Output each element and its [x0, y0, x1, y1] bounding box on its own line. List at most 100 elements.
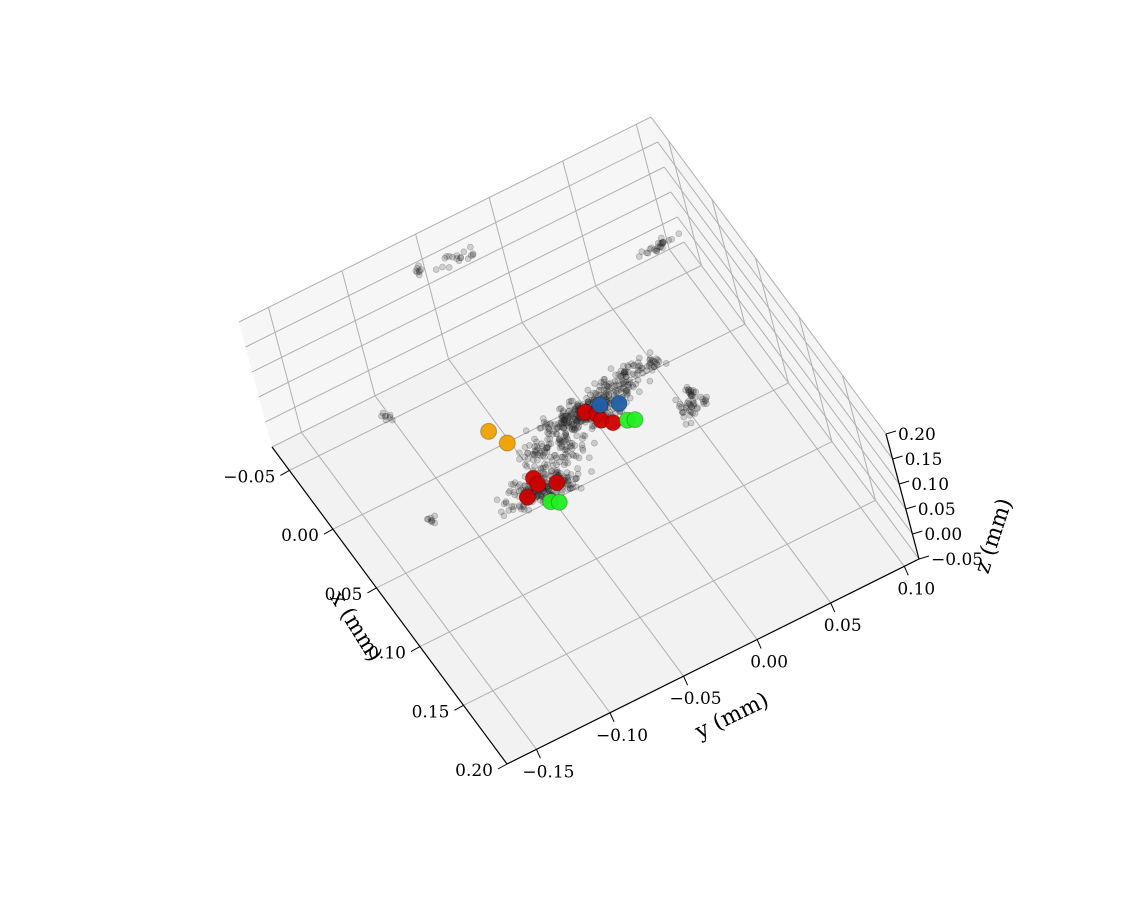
- z-grid-line: [258, 191, 672, 398]
- cloud-point: [578, 441, 586, 449]
- cloud-point: [562, 437, 570, 445]
- highlighted-markers: [480, 395, 644, 511]
- cloud-point: [624, 389, 632, 396]
- z-tick-mark: [918, 555, 930, 560]
- cloud-point: [699, 395, 706, 403]
- cloud-point: [579, 447, 587, 454]
- cloud-point: [544, 424, 552, 431]
- cloud-point: [560, 416, 568, 423]
- cloud-point: [615, 382, 623, 389]
- cloud-point: [682, 404, 690, 412]
- cloud-point: [592, 390, 599, 397]
- cloud-point: [605, 383, 612, 391]
- cloud-point: [648, 356, 656, 364]
- cloud-point: [556, 435, 564, 442]
- cloud-point: [565, 413, 573, 421]
- cloud-point: [611, 377, 619, 385]
- cloud-point: [553, 430, 561, 438]
- cloud-point: [607, 365, 615, 373]
- cloud-point: [554, 423, 562, 431]
- cloud-point: [629, 381, 636, 389]
- cloud-point: [557, 437, 564, 445]
- cloud-point: [566, 481, 574, 489]
- cloud-point: [626, 376, 633, 384]
- cloud-point: [690, 387, 697, 394]
- cloud-point: [659, 238, 667, 246]
- cloud-point: [614, 388, 621, 395]
- cloud-point: [654, 243, 662, 251]
- cloud-point: [632, 380, 640, 388]
- cloud-point: [649, 357, 657, 365]
- x-grid-line: [754, 257, 789, 384]
- cloud-point: [584, 386, 592, 394]
- cloud-point: [617, 373, 625, 381]
- cloud-point: [514, 483, 522, 491]
- cloud-point: [534, 456, 541, 464]
- cloud-point: [579, 435, 586, 443]
- cloud-point: [378, 412, 385, 420]
- cloud-point: [684, 399, 691, 407]
- cloud-point: [573, 418, 581, 425]
- cloud-point: [630, 361, 638, 369]
- cloud-point: [613, 389, 620, 397]
- cloud-point: [686, 412, 694, 419]
- cloud-point: [592, 391, 600, 399]
- cloud-point: [605, 394, 613, 401]
- cloud-point: [634, 376, 642, 384]
- cloud-point: [634, 359, 642, 366]
- cloud-point: [543, 444, 550, 452]
- cloud-point: [651, 358, 659, 366]
- cloud-point: [545, 430, 553, 438]
- cloud-point: [537, 465, 545, 473]
- cloud-point: [658, 239, 666, 246]
- cloud-point: [542, 463, 549, 471]
- cloud-point: [611, 382, 619, 390]
- cloud-point: [650, 363, 658, 370]
- cloud-point: [650, 363, 658, 371]
- cloud-point: [685, 397, 692, 405]
- cloud-point: [562, 412, 570, 420]
- cloud-point: [633, 370, 641, 377]
- cloud-point: [555, 420, 562, 427]
- cloud-point: [566, 407, 573, 415]
- cloud-point: [545, 486, 552, 493]
- cloud-point: [543, 443, 551, 451]
- y-tick-mark: [756, 639, 762, 649]
- cloud-point: [564, 412, 572, 420]
- cloud-point: [570, 452, 578, 459]
- z-grid-line: [650, 116, 887, 435]
- cloud-point: [623, 387, 630, 394]
- cloud-point: [516, 455, 523, 463]
- cloud-point: [563, 419, 571, 427]
- cloud-point: [415, 262, 422, 270]
- cloud-point: [569, 484, 576, 492]
- cloud-point: [685, 386, 693, 394]
- cloud-point: [584, 398, 592, 405]
- cloud-point: [553, 425, 561, 432]
- cloud-point: [639, 369, 647, 377]
- cloud-point: [524, 449, 532, 457]
- blue-marker: [610, 395, 628, 412]
- cloud-point: [571, 406, 579, 413]
- cloud-point: [564, 414, 572, 422]
- x-tick-label: 0.00: [281, 526, 319, 546]
- cloud-point: [564, 436, 571, 443]
- y-tick-label: −0.10: [596, 726, 648, 746]
- cloud-point: [439, 263, 446, 271]
- cloud-point: [656, 243, 664, 251]
- cloud-point: [675, 402, 683, 410]
- cloud-point: [685, 388, 692, 395]
- cloud-point: [572, 475, 580, 483]
- cloud-point: [508, 503, 516, 510]
- cloud-point: [654, 239, 662, 247]
- cloud-point: [583, 394, 590, 402]
- cloud-point: [523, 463, 531, 470]
- z-tick-label: 0.00: [924, 525, 962, 545]
- cloud-point: [516, 503, 524, 511]
- cloud-point: [413, 264, 421, 272]
- cloud-point: [573, 432, 581, 440]
- cloud-point: [428, 516, 436, 524]
- cloud-point: [621, 368, 629, 375]
- cloud-point: [550, 452, 558, 459]
